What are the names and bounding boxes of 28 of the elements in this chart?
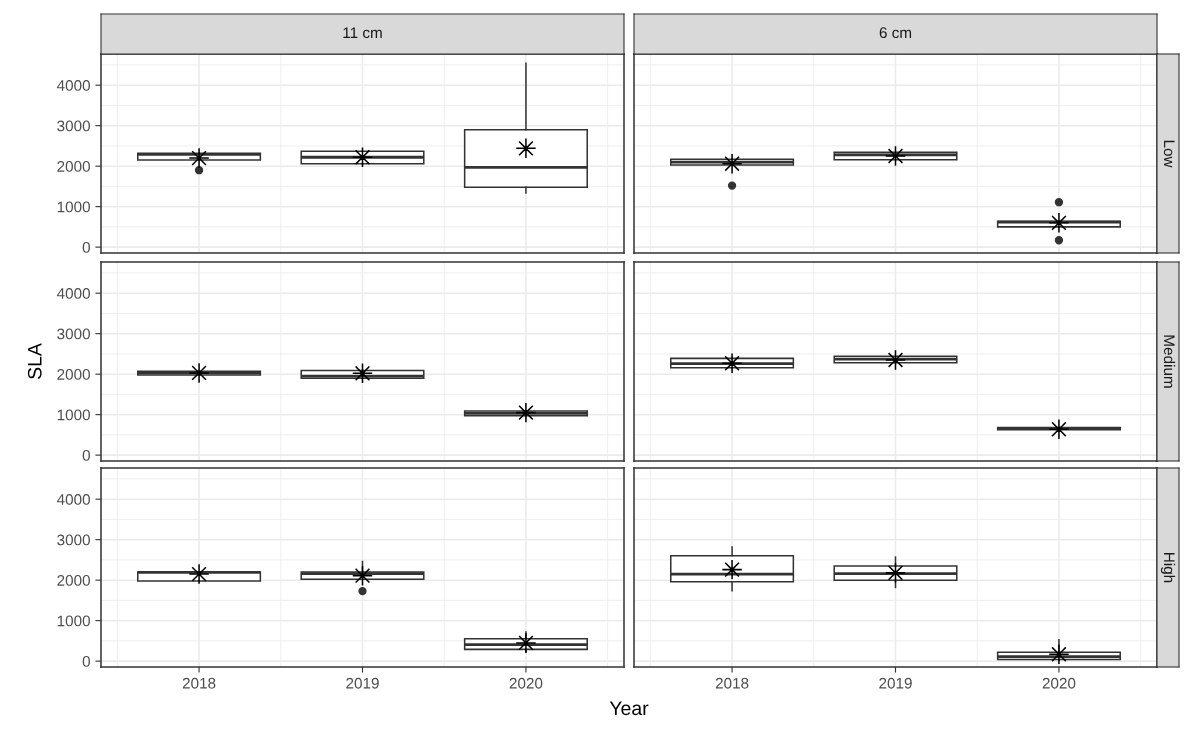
y-tick-label: 1000 <box>57 615 90 627</box>
chart-title: 11 cm <box>343 27 382 39</box>
y-axis-title: SLA <box>27 343 42 379</box>
y-tick-label: 2000 <box>57 161 90 172</box>
y-tick-label: 0 <box>82 242 90 253</box>
y-tick-label: 4000 <box>56 80 90 91</box>
y-tick-label: 1000 <box>57 409 90 421</box>
y-tick-label: 3000 <box>57 328 90 340</box>
y-tick-label: 3000 <box>57 120 90 132</box>
y-tick-label: 4000 <box>56 288 90 299</box>
y-tick-label: 2000 <box>57 575 90 586</box>
x-tick-label: 2020 <box>1042 677 1076 689</box>
chart-title: 6 cm <box>879 27 912 39</box>
y2-axis-title: Low <box>1163 140 1175 168</box>
x-axis-title: Year <box>609 701 649 716</box>
x-tick-label: 2018 <box>182 677 216 689</box>
y-tick-label: 2000 <box>57 369 90 380</box>
y-tick-label: 4000 <box>56 494 90 505</box>
y-tick-label: 0 <box>82 450 90 461</box>
x-tick-label: 2019 <box>346 677 379 689</box>
x-tick-label: 2018 <box>715 677 749 689</box>
x-tick-label: 2020 <box>509 677 543 689</box>
y-tick-label: 3000 <box>57 534 90 546</box>
y-tick-label: 1000 <box>57 201 90 213</box>
x-tick-label: 2019 <box>879 677 912 689</box>
y2-axis-title: Medium <box>1163 335 1176 388</box>
y-tick-label: 0 <box>82 656 90 667</box>
y2-axis-title: High <box>1160 553 1176 583</box>
